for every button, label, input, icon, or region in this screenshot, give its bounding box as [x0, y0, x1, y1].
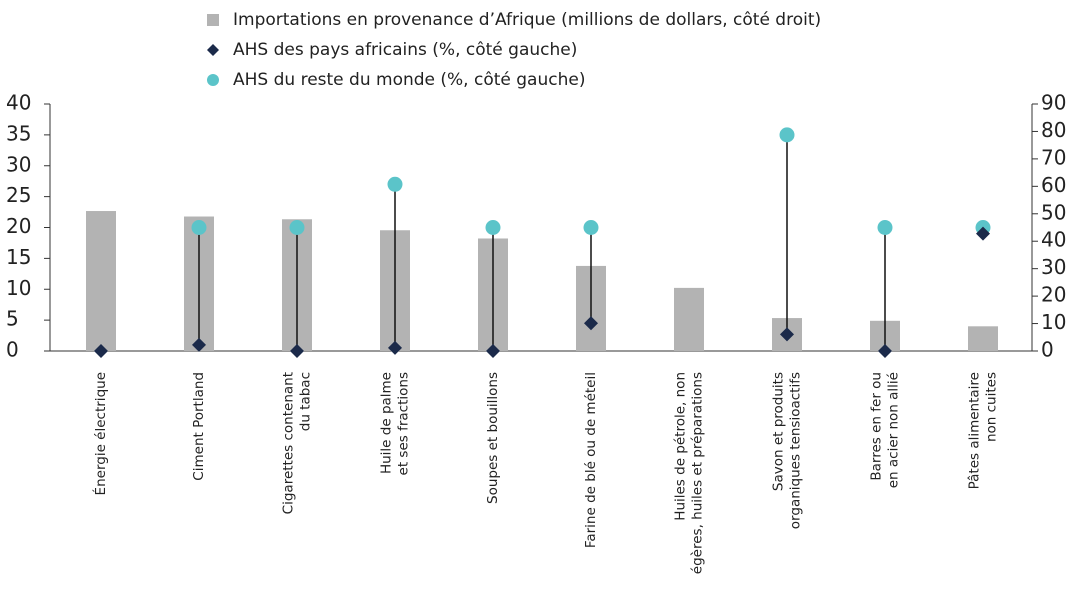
- y2-tick-label: 50: [1041, 200, 1066, 224]
- circle-point: [289, 220, 305, 235]
- x-tick-label: Pâtes alimentaire: [967, 372, 983, 489]
- x-tick-label: Cigarettes contenant: [281, 372, 297, 514]
- y-tick-label: 15: [6, 245, 31, 269]
- legend-swatch: [207, 74, 219, 86]
- y2-tick-label: 90: [1041, 91, 1066, 115]
- x-tick-label: Barres en fer ou: [869, 372, 885, 481]
- bar: [86, 211, 116, 351]
- legend-label: AHS des pays africains (%, côté gauche): [233, 40, 577, 60]
- y2-tick-label: 10: [1041, 310, 1066, 334]
- x-tick-label: Farine de blé ou de méteil: [583, 372, 599, 548]
- diamond-point: [94, 344, 108, 358]
- legend-swatch: [207, 44, 219, 56]
- x-tick-label: organiques tensioactifs: [788, 372, 804, 529]
- circle-point: [485, 220, 501, 235]
- x-tick-label: Huile de palme: [379, 372, 395, 474]
- x-tick-label: Soupes et bouillons: [485, 372, 501, 504]
- y2-tick-label: 0: [1041, 338, 1054, 362]
- diamond-point: [388, 340, 402, 355]
- circle-point: [387, 176, 403, 192]
- y-tick-label: 40: [6, 91, 31, 115]
- x-tick-label: Énergie électrique: [92, 372, 109, 495]
- y2-tick-label: 70: [1041, 145, 1066, 169]
- circle-point: [583, 220, 599, 235]
- diamond-point: [486, 344, 500, 358]
- y2-tick-label: 80: [1041, 118, 1066, 142]
- x-tick-label: Huiles de pétrole, non: [673, 372, 689, 521]
- diamond-point: [976, 226, 990, 241]
- circle-point: [779, 127, 795, 143]
- diamond-point: [878, 344, 892, 358]
- circle-point: [191, 220, 207, 235]
- diamond-point: [780, 327, 794, 342]
- x-tick-label: Ciment Portland: [191, 372, 207, 481]
- x-tick-label: non cuites: [984, 372, 1000, 442]
- y-tick-label: 5: [6, 307, 19, 331]
- y2-tick-label: 40: [1041, 228, 1066, 252]
- x-tick-label: Savon et produits: [771, 372, 787, 491]
- y-tick-label: 20: [6, 214, 31, 238]
- y-tick-label: 30: [6, 152, 31, 176]
- y-tick-label: 35: [6, 121, 31, 145]
- legend-label: AHS du reste du monde (%, côté gauche): [233, 70, 585, 90]
- y2-tick-label: 60: [1041, 173, 1066, 197]
- diamond-point: [584, 316, 598, 331]
- y2-tick-label: 20: [1041, 283, 1066, 307]
- bar: [674, 287, 704, 351]
- legend-swatch: [207, 14, 219, 26]
- circle-point: [877, 220, 893, 235]
- y-tick-label: 0: [6, 338, 19, 362]
- y-tick-label: 25: [6, 183, 31, 207]
- x-tick-label: égères, huiles et préparations: [690, 372, 706, 574]
- bar: [968, 326, 998, 351]
- x-tick-label: et ses fractions: [396, 372, 412, 475]
- y-tick-label: 10: [6, 276, 31, 300]
- x-tick-label: du tabac: [298, 372, 314, 431]
- diamond-point: [192, 337, 206, 352]
- y2-tick-label: 30: [1041, 255, 1066, 279]
- legend-label: Importations en provenance d’Afrique (mi…: [233, 10, 821, 30]
- x-tick-label: en acier non allié: [886, 372, 902, 488]
- diamond-point: [290, 344, 304, 358]
